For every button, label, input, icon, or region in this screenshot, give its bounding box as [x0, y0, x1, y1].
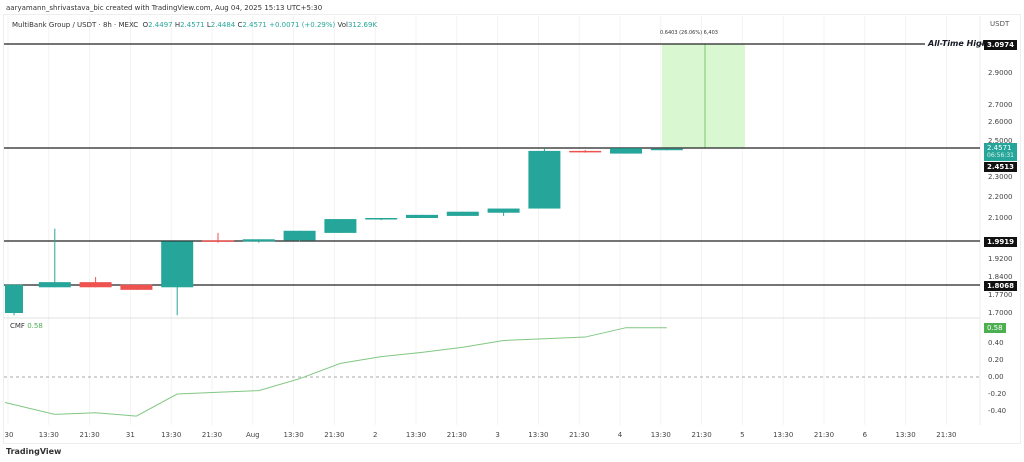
cmf-label: CMF	[10, 322, 25, 330]
ath-label: All-Time High	[928, 39, 988, 48]
low-value: 2.4484	[210, 21, 236, 29]
time-tick: Aug	[245, 431, 260, 439]
level-tag-2: 1.9919	[984, 237, 1018, 247]
time-tick: 3	[495, 431, 500, 439]
time-tick: 13:30	[895, 431, 916, 439]
candle-body	[569, 150, 602, 153]
candle-body	[161, 241, 194, 288]
candle-body	[202, 240, 234, 242]
change-value: +0.0071 (+0.29%)	[269, 21, 336, 29]
candle-body	[365, 218, 398, 220]
cmf-tick: -0.20	[988, 390, 1007, 398]
time-tick: 31	[125, 431, 135, 439]
price-tick: 1.8400	[988, 273, 1013, 281]
candle-body	[610, 148, 642, 154]
price-tick: 2.2000	[988, 193, 1013, 201]
price-tick: 2.5000	[988, 137, 1013, 145]
time-tick: 13:30	[528, 431, 549, 439]
tradingview-logo: TradingView	[6, 447, 62, 456]
candle-body	[120, 284, 153, 290]
price-tick: 2.6000	[988, 118, 1013, 126]
time-tick: 13:30	[161, 431, 182, 439]
price-tick: 1.9200	[988, 255, 1013, 263]
cmf-tick: 0.00	[988, 373, 1004, 381]
level-tag-1: 2.4513	[984, 162, 1018, 172]
cmf-legend: CMF 0.58	[10, 322, 43, 330]
candle-body	[446, 211, 479, 216]
time-tick: 21:30	[201, 431, 223, 439]
last-price-tag: 2.4571 06:56:31	[984, 143, 1017, 161]
last-price: 2.4571	[987, 144, 1012, 152]
candle-body	[528, 150, 561, 209]
price-tick: 1.7000	[988, 309, 1013, 317]
time-tick: 21:30	[813, 431, 835, 439]
cmf-value: 0.58	[27, 322, 43, 330]
chart-credit: aaryamann_shrivastava_bic created with T…	[6, 4, 323, 12]
time-tick: 6	[862, 431, 868, 439]
candle-body	[324, 219, 357, 233]
measure-box	[662, 44, 745, 148]
candle-body	[406, 214, 438, 218]
candle-body	[79, 282, 112, 288]
time-tick: 21:30	[691, 431, 712, 439]
candle-body	[242, 239, 275, 242]
cmf-value-tag: 0.58	[984, 323, 1006, 333]
price-tick: 1.7700	[988, 291, 1013, 299]
time-tick: 30	[4, 431, 14, 439]
cmf-tick: 0.20	[988, 356, 1004, 364]
time-tick: 13:30	[773, 431, 794, 439]
symbol-name[interactable]: MultiBank Group / USDT · 8h · MEXC	[12, 21, 139, 29]
price-tick: 2.9000	[988, 69, 1013, 77]
candle-body	[650, 148, 683, 151]
bar-countdown: 06:56:31	[987, 152, 1014, 159]
close-value: 2.4571	[242, 21, 267, 29]
price-tick: 2.3000	[988, 173, 1013, 181]
open-value: 2.4497	[148, 21, 173, 29]
high-value: 2.4571	[180, 21, 205, 29]
chart-panel[interactable]	[3, 14, 1021, 444]
cmf-tick: -0.40	[988, 407, 1007, 415]
price-tick: 2.1000	[988, 214, 1013, 222]
time-tick: 5	[740, 431, 745, 439]
time-tick: 13:30	[650, 431, 671, 439]
time-tick: 13:30	[283, 431, 304, 439]
symbol-legend: MultiBank Group / USDT · 8h · MEXC O2.44…	[12, 21, 378, 29]
time-tick: 13:30	[405, 431, 427, 439]
time-tick: 21:30	[936, 431, 957, 439]
candle-body	[283, 230, 316, 241]
level-tag-3: 1.8068	[984, 281, 1018, 291]
price-tick: 2.7000	[988, 101, 1013, 109]
measure-label: 0.6403 (26.06%) 6,403	[660, 30, 718, 36]
time-tick: 2	[372, 431, 378, 439]
volume-value: 312.69K	[347, 21, 378, 29]
candle-body	[487, 208, 520, 213]
time-tick: 13:30	[38, 431, 59, 439]
time-tick: 21:30	[446, 431, 467, 439]
currency-label[interactable]: USDT	[990, 20, 1010, 28]
candle-body	[38, 282, 71, 288]
time-tick: 4	[617, 431, 623, 439]
cmf-line	[4, 327, 667, 417]
candle-body	[5, 284, 23, 313]
time-tick: 21:30	[324, 431, 345, 439]
cmf-tick: 0.40	[988, 339, 1004, 347]
time-tick: 21:30	[79, 431, 100, 439]
time-tick: 21:30	[569, 431, 590, 439]
ath-price-tag: 3.0974	[984, 40, 1018, 50]
